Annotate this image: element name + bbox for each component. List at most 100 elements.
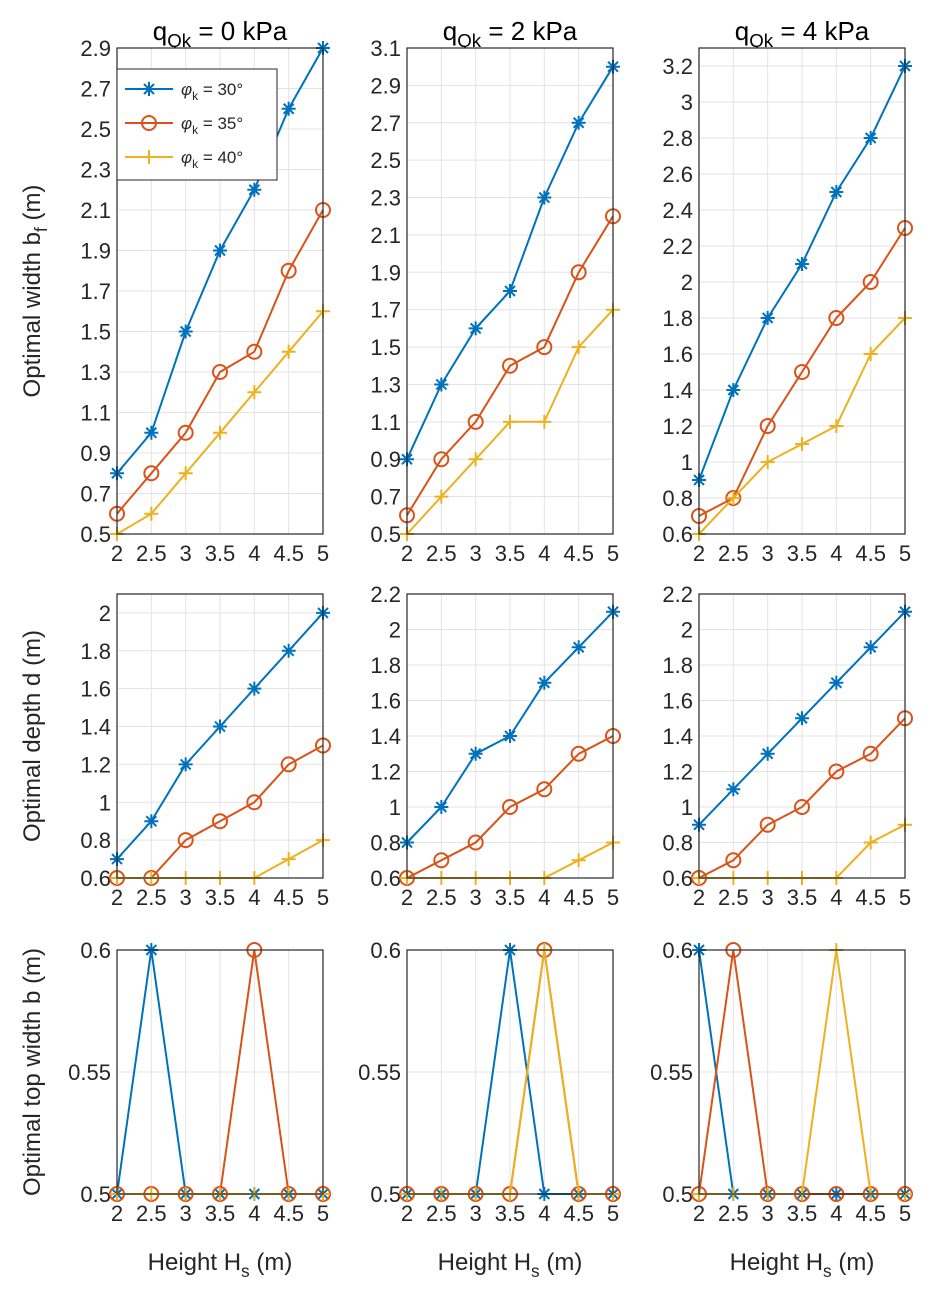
x-tick-label: 2 xyxy=(401,1201,413,1226)
y-tick-label: 0.5 xyxy=(80,522,111,547)
y-tick-label: 0.5 xyxy=(80,1182,111,1207)
y-tick-label: 1.6 xyxy=(662,342,693,367)
xlabel-q2: Height Hs (m) xyxy=(438,1249,583,1281)
legend-sub: k xyxy=(192,123,199,137)
ylabel-depth-base: Optimal depth d (m) xyxy=(19,630,46,842)
y-tick-label: 2 xyxy=(681,270,693,295)
y-tick-label: 1.8 xyxy=(80,639,111,664)
legend-text: = 40° xyxy=(198,148,243,167)
y-tick-label: 1 xyxy=(681,450,693,475)
legend-text: = 35° xyxy=(198,114,243,133)
x-tick-label: 4 xyxy=(538,885,550,910)
data-point-phi35 xyxy=(862,274,879,290)
y-tick-label: 1.3 xyxy=(80,360,111,385)
x-tick-label: 3.5 xyxy=(205,885,236,910)
x-tick-label: 2.5 xyxy=(136,541,167,566)
y-tick-label: 0.55 xyxy=(358,1060,401,1085)
data-point-phi35 xyxy=(502,799,518,815)
y-tick-label: 2.7 xyxy=(370,111,401,136)
data-point-phi30 xyxy=(144,425,159,440)
y-tick-label: 2.8 xyxy=(662,126,693,151)
data-point-phi35 xyxy=(570,745,587,762)
ylabel-depth: Optimal depth d (m) xyxy=(19,630,46,842)
y-tick-label: 0.9 xyxy=(80,441,111,466)
data-point-phi30 xyxy=(434,800,449,814)
data-point-phi30 xyxy=(726,383,741,397)
column-title-q4-sub: Qk xyxy=(749,30,774,51)
data-point-phi40 xyxy=(281,852,296,867)
panel-depth-q4: 2 2.5 3 3.5 4 4.5 5 0.6 0.8 1 1.2 1.4 1.6 1.8 2 2.2 xyxy=(662,582,913,910)
ylabel-top-width-group: Optimal top width b (m) xyxy=(19,948,46,1196)
y-tick-label: 1.5 xyxy=(80,320,111,345)
x-tick-label: 5 xyxy=(607,1201,619,1226)
data-point-phi30 xyxy=(829,185,844,199)
y-tick-label: 1.2 xyxy=(370,760,401,785)
xlabel-q0-sub: s xyxy=(241,1261,250,1281)
y-tick-label: 0.6 xyxy=(80,866,111,891)
y-tick-label: 2 xyxy=(99,601,111,626)
data-point-phi40 xyxy=(537,414,552,429)
y-tick-label: 0.6 xyxy=(662,522,693,547)
x-tick-label: 2.5 xyxy=(136,1201,167,1226)
x-tick-label: 4 xyxy=(830,1201,842,1226)
data-point-phi30 xyxy=(503,729,517,743)
column-title-q4: qQk = 4 kPa xyxy=(735,16,870,51)
y-tick-label: 1 xyxy=(681,795,693,820)
y-tick-label: 2.9 xyxy=(370,73,401,98)
y-tick-label: 0.6 xyxy=(662,866,693,891)
xlabel-q0-base: Height H xyxy=(148,1249,241,1276)
ylabel-width: Optimal width bf (m) xyxy=(19,185,51,398)
series-line-phi35 xyxy=(116,209,324,515)
ylabel-top-width: Optimal top width b (m) xyxy=(19,948,46,1196)
data-point-phi35 xyxy=(759,418,776,434)
y-tick-label: 1 xyxy=(99,790,111,815)
data-point-phi30 xyxy=(571,115,586,130)
data-point-phi35 xyxy=(570,264,587,281)
data-point-phi40 xyxy=(760,455,775,469)
panel-width-q2-axes-box xyxy=(406,47,614,535)
data-point-phi30 xyxy=(247,182,262,197)
legend: φk = 30°φk = 35°φk = 40° xyxy=(116,68,278,181)
y-tick-label: 2.6 xyxy=(662,162,693,187)
panel-top-width-q2: 2 2.5 3 3.5 4 4.5 5 0.5 0.55 0.6 Height Hs (m) xyxy=(358,938,621,1281)
y-tick-label: 1.6 xyxy=(80,677,111,702)
column-title-q2-rest: = 2 kPa xyxy=(481,16,578,46)
data-point-phi30 xyxy=(571,640,586,655)
x-tick-label: 2.5 xyxy=(718,885,749,910)
x-tick-label: 4.5 xyxy=(273,885,304,910)
ylabel-top-width-base: Optimal top width b (m) xyxy=(19,948,46,1196)
y-tick-label: 1 xyxy=(389,795,401,820)
column-title-q0-rest: = 0 kPa xyxy=(191,16,288,46)
panel-depth-q2-axes-box xyxy=(406,593,614,879)
legend-sub: k xyxy=(192,157,199,171)
data-point-phi35 xyxy=(502,357,518,374)
data-point-phi40 xyxy=(178,466,193,481)
x-tick-label: 2 xyxy=(111,1201,123,1226)
data-point-phi30 xyxy=(537,675,552,690)
y-tick-label: 0.8 xyxy=(80,828,111,853)
x-tick-label: 3.5 xyxy=(787,1201,818,1226)
data-point-phi35 xyxy=(246,343,263,360)
data-point-phi35 xyxy=(246,794,263,811)
ylabel-width-base: Optimal width b xyxy=(19,232,46,397)
legend-phi: φ xyxy=(181,80,192,99)
y-tick-label: 2.3 xyxy=(80,158,111,183)
data-point-phi40 xyxy=(829,419,844,433)
y-tick-label: 0.6 xyxy=(370,866,401,891)
data-point-phi40 xyxy=(571,340,586,355)
y-tick-label: 1.7 xyxy=(80,279,111,304)
x-tick-label: 4 xyxy=(248,1201,260,1226)
x-tick-label: 3.5 xyxy=(787,541,818,566)
y-tick-label: 1.5 xyxy=(370,335,401,360)
data-point-phi35 xyxy=(536,339,553,356)
y-tick-label: 0.55 xyxy=(650,1060,693,1085)
y-tick-label: 0.8 xyxy=(662,486,693,511)
legend-box xyxy=(116,68,278,181)
data-point-phi40 xyxy=(144,506,159,521)
ylabel-width-rest: (m) xyxy=(19,185,46,228)
x-tick-label: 4 xyxy=(538,1201,550,1226)
y-tick-label: 2.1 xyxy=(80,198,111,223)
ylabel-width-sub: f xyxy=(31,227,51,232)
x-tick-label: 3.5 xyxy=(787,885,818,910)
ylabel-width-group: Optimal width bf (m) xyxy=(19,185,51,398)
